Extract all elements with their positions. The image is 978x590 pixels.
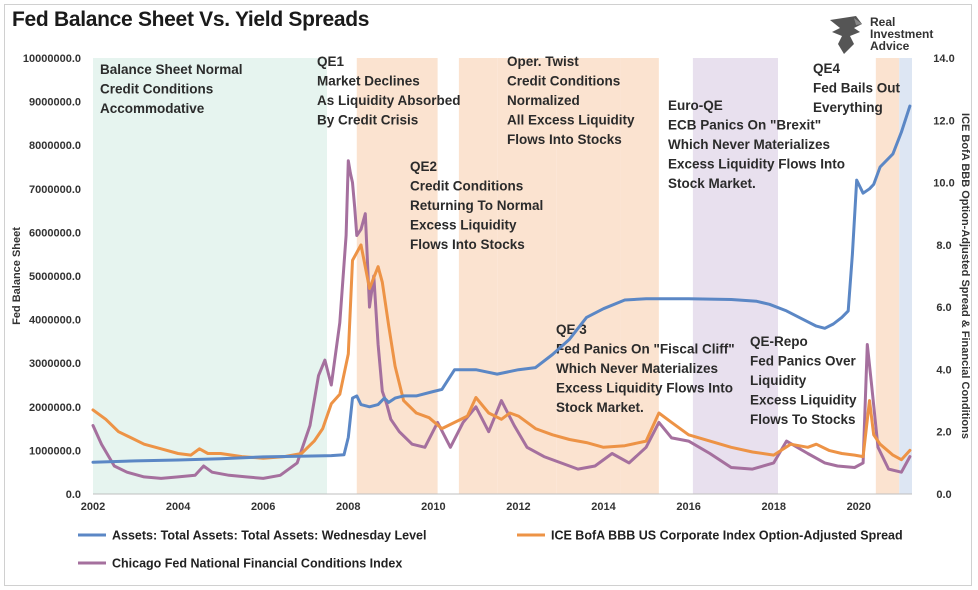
logo: Real Investment Advice	[826, 14, 966, 58]
annotation-4-line: Excess Liquidity Flows Into	[556, 381, 733, 396]
logo-line-2: Investment	[870, 27, 934, 41]
eagle-logo-icon	[830, 16, 862, 54]
right-tick-label: 8.0	[936, 240, 951, 252]
series-line-1	[91, 243, 912, 462]
annotation-3-line: Normalized	[507, 93, 580, 108]
x-tick-label: 2010	[421, 501, 445, 513]
x-tick-label: 2016	[676, 501, 700, 513]
annotation-1-line: QE1	[317, 54, 345, 69]
right-tick-label: 2.0	[936, 427, 951, 439]
legend-label-2: Chicago Fed National Financial Condition…	[112, 557, 402, 571]
left-tick-label: 2000000.0	[29, 402, 81, 414]
right-axis-label: ICE BofA BBB Option-Adjusted Spread & Fi…	[959, 113, 971, 439]
annotation-4-line: Fed Panics On "Fiscal Cliff"	[556, 342, 735, 357]
annotation-2-line: QE2	[410, 159, 437, 174]
period-band-8	[899, 58, 912, 494]
chart-title: Fed Balance Sheet Vs. Yield Spreads	[12, 8, 370, 31]
annotation-4-line: Stock Market.	[556, 400, 644, 415]
period-band-4	[556, 58, 621, 494]
left-tick-label: 5000000.0	[29, 271, 81, 283]
annotation-6-line: Liquidity	[750, 373, 807, 388]
annotation-6-line: Flows To Stocks	[750, 412, 856, 427]
annotation-4-line: Which Never Materializes	[556, 361, 718, 376]
annotation-3-line: Oper. Twist	[507, 54, 579, 69]
period-band-5	[620, 58, 659, 494]
legend-label-0: Assets: Total Assets: Total Assets: Wedn…	[112, 529, 426, 543]
x-tick-label: 2020	[847, 501, 871, 513]
x-tick-label: 2006	[251, 501, 275, 513]
right-tick-label: 0.0	[936, 489, 951, 501]
left-tick-label: 7000000.0	[29, 184, 81, 196]
annotation-5-line: Euro-QE	[668, 98, 723, 113]
annotation-3-line: All Excess Liquidity	[507, 113, 635, 128]
annotation-2-line: Excess Liquidity	[410, 218, 517, 233]
x-tick-label: 2002	[81, 501, 105, 513]
x-tick-label: 2012	[506, 501, 530, 513]
series-line-2	[91, 159, 912, 480]
annotation-2-line: Credit Conditions	[410, 179, 523, 194]
annotation-6-line: Excess Liquidity	[750, 393, 857, 408]
left-tick-label: 6000000.0	[29, 227, 81, 239]
x-tick-label: 2004	[166, 501, 191, 513]
logo-line-3: Advice	[870, 39, 910, 53]
x-tick-label: 2008	[336, 501, 360, 513]
right-tick-label: 12.0	[933, 115, 954, 127]
left-tick-label: 0.0	[66, 489, 81, 501]
annotation-1-line: Market Declines	[317, 74, 420, 89]
annotation-7-line: Fed Bails Out	[813, 81, 901, 96]
legend-label-1: ICE BofA BBB US Corporate Index Option-A…	[551, 529, 903, 543]
annotation-2-line: Returning To Normal	[410, 198, 543, 213]
annotation-6-line: Fed Panics Over	[750, 354, 857, 369]
x-tick-label: 2018	[761, 501, 785, 513]
annotation-3-line: Credit Conditions	[507, 74, 620, 89]
left-axis-label: Fed Balance Sheet	[11, 227, 23, 325]
left-tick-label: 10000000.0	[23, 53, 81, 65]
left-tick-label: 4000000.0	[29, 315, 81, 327]
logo-line-1: Real	[870, 15, 896, 29]
left-tick-label: 3000000.0	[29, 358, 81, 370]
annotation-0-line: Balance Sheet Normal	[100, 62, 243, 77]
right-tick-label: 14.0	[933, 53, 954, 65]
annotation-5-line: Which Never Materializes	[668, 137, 830, 152]
annotation-5-line: Excess Liquidity Flows Into	[668, 157, 845, 172]
period-band-0	[93, 58, 327, 494]
annotation-5-line: ECB Panics On "Brexit"	[668, 118, 821, 133]
right-tick-label: 10.0	[933, 178, 954, 190]
annotation-3-line: Flows Into Stocks	[507, 132, 622, 147]
annotation-1-line: As Liquidity Absorbed	[317, 93, 461, 108]
annotation-7-line: Everything	[813, 100, 883, 115]
period-band-7	[875, 58, 900, 494]
left-tick-label: 9000000.0	[29, 97, 81, 109]
annotation-0-line: Accommodative	[100, 101, 205, 116]
annotation-0-line: Credit Conditions	[100, 82, 213, 97]
period-band-1	[356, 58, 438, 494]
annotation-5-line: Stock Market.	[668, 176, 756, 191]
left-tick-label: 8000000.0	[29, 140, 81, 152]
annotation-7-line: QE4	[813, 61, 841, 76]
annotation-1-line: By Credit Crisis	[317, 113, 418, 128]
annotation-6-line: QE-Repo	[750, 334, 808, 349]
x-tick-label: 2014	[591, 501, 616, 513]
period-band-6	[692, 58, 778, 494]
right-tick-label: 6.0	[936, 302, 951, 314]
right-tick-label: 4.0	[936, 364, 951, 376]
series-line-0	[91, 104, 912, 464]
left-tick-label: 1000000.0	[29, 445, 81, 457]
annotation-2-line: Flows Into Stocks	[410, 237, 525, 252]
